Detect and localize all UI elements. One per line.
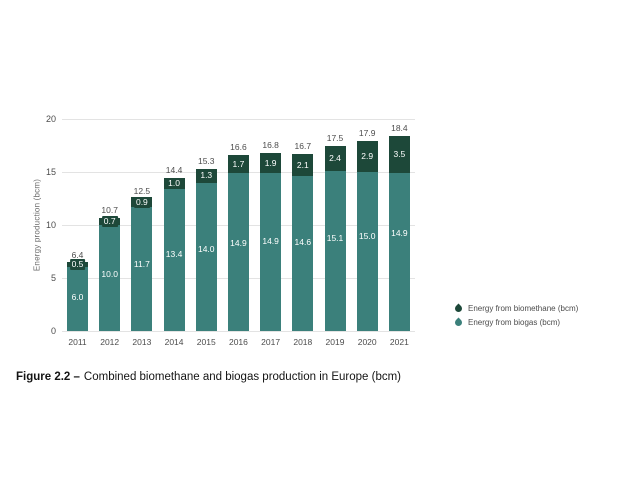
x-tick-label: 2011 <box>68 337 87 347</box>
droplet-icon <box>453 317 464 328</box>
bar-segment-biogas <box>227 173 249 331</box>
y-tick-label: 0 <box>50 326 56 336</box>
bar-2015: 15.3 1.3 14.0 2015 <box>195 119 217 347</box>
bar-value-biomethane: 2.9 <box>359 151 376 163</box>
x-tick-label: 2017 <box>261 337 281 347</box>
bar-value-biomethane: 2.1 <box>294 159 311 171</box>
bar-2017: 16.8 1.9 14.9 2017 <box>260 119 282 347</box>
figure-caption: Figure 2.2 – Combined biomethane and biog… <box>16 371 401 383</box>
bar-total-label: 6.4 <box>71 250 84 261</box>
gridline <box>62 330 415 332</box>
bar-value-biomethane: 1.3 <box>198 170 215 182</box>
legend-item-biogas: Energy from biogas (bcm) <box>453 317 578 328</box>
bar-total-label: 17.9 <box>358 128 376 139</box>
x-tick-label: 2018 <box>293 337 313 347</box>
plot-area: 6.4 0.5 6.0 2011 10.7 0.7 10.0 2012 12.5 0.9 11.7 2… <box>62 118 415 347</box>
bar-segment-biogas <box>99 225 121 331</box>
bar-segment-biogas <box>195 182 217 331</box>
bar-value-biogas: 15.1 <box>326 232 344 243</box>
legend: Energy from biomethane (bcm) Energy from… <box>453 303 579 328</box>
bar-value-biogas: 15.0 <box>358 230 376 241</box>
droplet-icon <box>453 303 464 314</box>
gridline <box>62 118 415 120</box>
y-tick-label: 5 <box>50 273 56 283</box>
bar-value-biomethane: 0.5 <box>69 259 86 271</box>
bar-2016: 16.6 1.7 14.9 2016 <box>227 119 249 347</box>
bar-segment-biogas <box>131 206 153 331</box>
bar-value-biomethane: 2.4 <box>327 152 343 164</box>
bar-segment-biogas <box>356 172 378 331</box>
bar-total-label: 10.7 <box>101 204 118 215</box>
bar-2011: 6.4 0.5 6.0 2011 <box>67 119 88 347</box>
bar-value-biomethane: 1.7 <box>230 158 247 170</box>
y-tick-label: 10 <box>45 220 56 230</box>
bar-total-label: 14.4 <box>165 165 183 176</box>
bar-segment-biogas <box>388 173 410 331</box>
x-tick-label: 2021 <box>389 337 409 347</box>
bar-segment-biogas <box>163 188 185 331</box>
bar-2020: 17.9 2.9 15.0 2020 <box>356 119 378 347</box>
bar-2013: 12.5 0.9 11.7 2013 <box>131 119 153 347</box>
bar-value-biogas: 14.9 <box>262 236 279 247</box>
bar-value-biomethane: 0.9 <box>133 196 150 208</box>
bar-value-biomethane: 1.9 <box>262 157 279 169</box>
bar-value-biogas: 11.7 <box>133 259 150 270</box>
bar-total-label: 16.7 <box>294 140 312 151</box>
bar-total-label: 16.6 <box>230 142 247 153</box>
bar-total-label: 15.3 <box>197 155 215 166</box>
bar-total-label: 17.5 <box>326 132 344 143</box>
bars-container: 6.4 0.5 6.0 2011 10.7 0.7 10.0 2012 12.5 0.9 11.7 2… <box>62 119 415 347</box>
bar-segment-biogas <box>324 170 346 331</box>
legend-label-biogas: Energy from biogas (bcm) <box>468 318 561 327</box>
bar-value-biogas: 14.9 <box>230 237 247 248</box>
bar-value-biomethane: 0.7 <box>101 215 118 227</box>
bar-2019: 17.5 2.4 15.1 2019 <box>324 119 346 347</box>
x-tick-label: 2013 <box>132 337 152 347</box>
y-tick-label: 20 <box>45 114 56 124</box>
figure-caption-text: Combined biomethane and biogas productio… <box>83 371 402 383</box>
x-tick-label: 2014 <box>164 337 184 347</box>
legend-item-biomethane: Energy from biomethane (bcm) <box>453 303 579 314</box>
bar-value-biogas: 14.9 <box>391 227 408 238</box>
bar-2014: 14.4 1.0 13.4 2014 <box>163 119 185 347</box>
bar-value-biomethane: 3.5 <box>391 149 408 161</box>
bar-2018: 16.7 2.1 14.6 2018 <box>292 119 314 347</box>
bar-value-biogas: 14.6 <box>294 237 312 247</box>
y-tick-label: 15 <box>45 167 56 177</box>
x-tick-label: 2015 <box>196 337 216 347</box>
y-axis-ticks: 0 5 10 15 20 <box>28 114 56 336</box>
x-tick-label: 2012 <box>100 337 120 347</box>
bar-2012: 10.7 0.7 10.0 2012 <box>99 119 121 347</box>
bar-value-biomethane: 1.0 <box>166 178 182 190</box>
bar-value-biogas: 10.0 <box>101 268 118 279</box>
bar-total-label: 16.8 <box>262 139 279 150</box>
bar-segment-biogas <box>260 173 282 331</box>
bar-segment-biogas <box>292 176 314 331</box>
x-tick-label: 2016 <box>228 337 248 347</box>
bar-value-biogas: 13.4 <box>165 249 183 260</box>
legend-label-biomethane: Energy from biomethane (bcm) <box>468 304 579 313</box>
bar-segment-biogas <box>67 267 88 331</box>
x-tick-label: 2019 <box>325 337 345 347</box>
figure-caption-number: Figure 2.2 – <box>16 371 80 383</box>
bar-value-biogas: 14.0 <box>197 244 215 255</box>
x-tick-label: 2020 <box>357 337 377 347</box>
bar-total-label: 18.4 <box>391 122 408 133</box>
bar-2021: 18.4 3.5 14.9 2021 <box>388 119 410 347</box>
bar-total-label: 12.5 <box>133 185 151 196</box>
bar-value-biogas: 6.0 <box>71 291 84 302</box>
